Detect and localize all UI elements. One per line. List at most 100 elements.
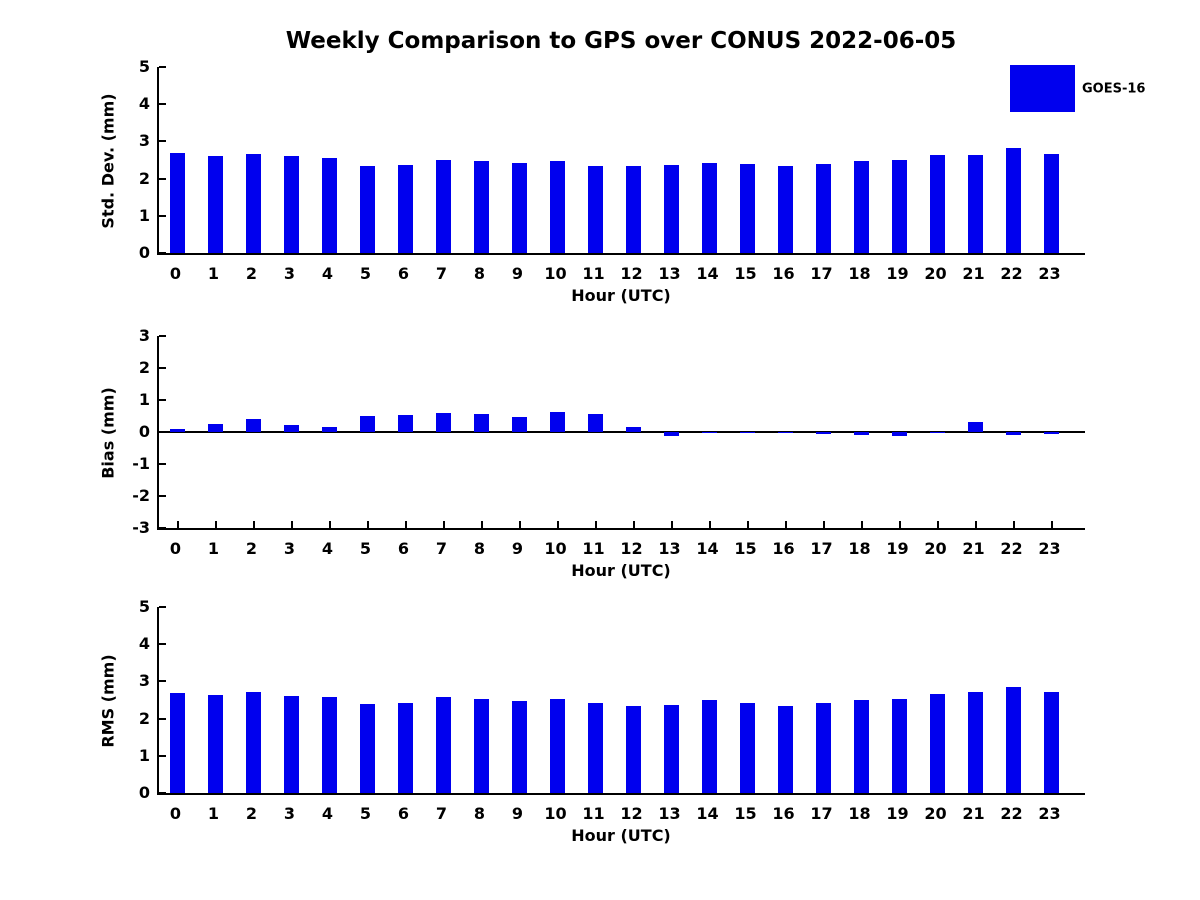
bar-hour-2 bbox=[246, 692, 261, 793]
bar-hour-7 bbox=[436, 697, 451, 793]
x-tick bbox=[518, 521, 521, 528]
x-tick-labels: 0 1 2 3 4 5 6 7 8 9 10 11 12 13 14 15 16 17 18 19 20 21 22 23 bbox=[157, 264, 1085, 284]
x-tick-label: 14 bbox=[696, 804, 719, 823]
y-tick bbox=[159, 177, 166, 180]
x-tick bbox=[898, 521, 901, 528]
bar-hour-11 bbox=[588, 165, 603, 253]
bar-hour-1 bbox=[208, 423, 223, 432]
bar-hour-19 bbox=[892, 432, 907, 436]
y-tick-label: 0 bbox=[138, 243, 150, 263]
x-tick bbox=[290, 521, 293, 528]
x-tick-label: 10 bbox=[544, 804, 567, 823]
x-tick bbox=[442, 521, 445, 528]
x-tick-label: 18 bbox=[848, 804, 871, 823]
y-tick-label: 1 bbox=[138, 390, 150, 410]
x-tick-label: 2 bbox=[245, 264, 258, 283]
y-tick-label: 5 bbox=[138, 57, 150, 77]
zero-line bbox=[159, 431, 1085, 433]
bar-hour-22 bbox=[1006, 432, 1021, 435]
bar-hour-19 bbox=[892, 160, 907, 253]
x-tick bbox=[594, 521, 597, 528]
bar-hour-23 bbox=[1044, 153, 1059, 253]
x-tick-label: 4 bbox=[321, 804, 334, 823]
x-axis-label: Hour (UTC) bbox=[571, 286, 671, 305]
x-tick-label: 16 bbox=[772, 264, 795, 283]
bar-hour-16 bbox=[778, 705, 793, 793]
x-tick-label: 4 bbox=[321, 264, 334, 283]
y-tick bbox=[159, 399, 166, 401]
bar-hour-21 bbox=[968, 691, 983, 793]
bar-hour-13 bbox=[664, 432, 679, 436]
y-tick bbox=[159, 66, 166, 68]
plot-area-std-dev: 0 1 2 3 4 5 bbox=[139, 57, 1085, 262]
y-tick bbox=[159, 643, 166, 646]
bar-hour-20 bbox=[930, 693, 945, 793]
y-tick-label: 3 bbox=[138, 131, 150, 151]
x-tick bbox=[1012, 521, 1015, 528]
y-tick-label: 2 bbox=[138, 358, 150, 378]
x-tick-label: 3 bbox=[283, 539, 296, 558]
x-tick bbox=[480, 521, 483, 528]
x-tick bbox=[746, 521, 749, 528]
bar-hour-16 bbox=[778, 166, 793, 253]
y-tick bbox=[159, 140, 166, 143]
bar-hour-19 bbox=[892, 698, 907, 793]
y-tick bbox=[159, 680, 166, 683]
x-tick-label: 7 bbox=[435, 539, 448, 558]
x-tick-label: 13 bbox=[658, 539, 681, 558]
bar-hour-7 bbox=[436, 413, 451, 432]
bar-hour-23 bbox=[1044, 432, 1059, 434]
x-tick-label: 20 bbox=[924, 539, 947, 558]
x-tick-label: 3 bbox=[283, 264, 296, 283]
y-tick-label: -1 bbox=[132, 454, 150, 474]
y-tick bbox=[159, 335, 166, 337]
x-tick-label: 9 bbox=[511, 264, 524, 283]
plot-area-rms: 0 1 2 3 4 5 bbox=[139, 597, 1085, 802]
bar-hour-5 bbox=[360, 703, 375, 793]
bar-hour-22 bbox=[1006, 687, 1021, 793]
x-tick-label: 23 bbox=[1038, 539, 1061, 558]
x-tick bbox=[936, 521, 939, 528]
x-tick-label: 4 bbox=[321, 539, 334, 558]
x-tick bbox=[822, 521, 825, 528]
y-axis-label-bias: Bias (mm) bbox=[98, 387, 118, 479]
x-tick-label: 12 bbox=[620, 264, 643, 283]
y-tick bbox=[159, 495, 166, 497]
bar-hour-12 bbox=[626, 426, 641, 432]
x-tick-label: 5 bbox=[359, 804, 372, 823]
y-tick bbox=[159, 606, 166, 608]
bar-hour-9 bbox=[512, 162, 527, 253]
x-tick bbox=[784, 521, 787, 528]
x-tick-label: 0 bbox=[169, 539, 182, 558]
x-tick-label: 16 bbox=[772, 539, 795, 558]
y-tick-label: 2 bbox=[138, 168, 150, 188]
x-tick-labels: 0 1 2 3 4 5 6 7 8 9 10 11 12 13 14 15 16 17 18 19 20 21 22 23 bbox=[157, 804, 1085, 824]
x-tick-labels: 0 1 2 3 4 5 6 7 8 9 10 11 12 13 14 15 16 17 18 19 20 21 22 23 bbox=[157, 539, 1085, 559]
bar-hour-0 bbox=[170, 152, 185, 253]
x-tick-label: 8 bbox=[473, 264, 486, 283]
x-tick-label: 11 bbox=[582, 804, 605, 823]
y-tick-label: -3 bbox=[132, 518, 150, 538]
x-tick-label: 22 bbox=[1000, 264, 1023, 283]
bar-hour-0 bbox=[170, 429, 185, 432]
x-tick-label: 20 bbox=[924, 264, 947, 283]
x-tick-label: 17 bbox=[810, 539, 833, 558]
x-tick bbox=[366, 521, 369, 528]
y-tick-label: 1 bbox=[138, 745, 150, 765]
y-tick bbox=[159, 463, 166, 465]
legend-label-goes16: GOES-16 bbox=[1082, 81, 1146, 96]
y-tick-label: 3 bbox=[138, 671, 150, 691]
x-tick-label: 11 bbox=[582, 264, 605, 283]
y-tick-label: 0 bbox=[138, 783, 150, 803]
bar-hour-0 bbox=[170, 692, 185, 793]
x-tick-label: 3 bbox=[283, 804, 296, 823]
x-tick-label: 19 bbox=[886, 539, 909, 558]
x-tick bbox=[860, 521, 863, 528]
x-tick-label: 13 bbox=[658, 804, 681, 823]
bar-hour-17 bbox=[816, 432, 831, 434]
x-tick-label: 23 bbox=[1038, 804, 1061, 823]
bar-hour-3 bbox=[284, 155, 299, 253]
x-axis-label: Hour (UTC) bbox=[571, 561, 671, 580]
bar-hour-15 bbox=[740, 702, 755, 793]
